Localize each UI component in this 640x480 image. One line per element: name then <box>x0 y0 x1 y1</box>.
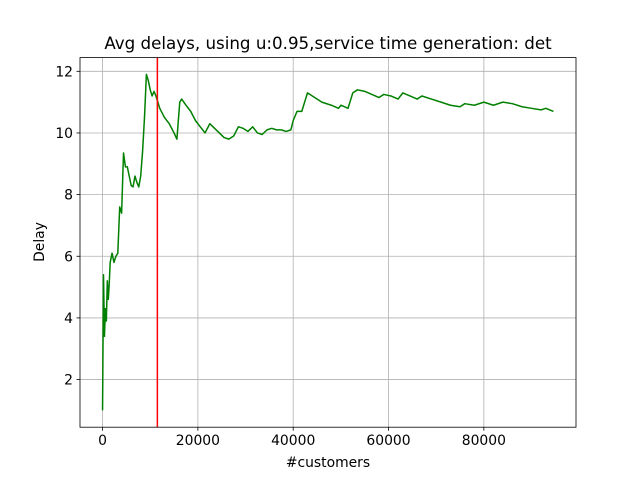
y-tick-label: 10 <box>55 126 73 142</box>
y-tick-label: 2 <box>64 373 73 389</box>
x-tick-label: 40000 <box>271 433 315 449</box>
axes-frame <box>79 57 577 428</box>
y-tick-label: 6 <box>64 249 73 265</box>
x-tick-label: 60000 <box>366 433 410 449</box>
line-series <box>101 73 554 411</box>
x-axis-label: #customers <box>286 455 370 471</box>
x-tick-label: 80000 <box>462 433 506 449</box>
y-tick-label: 4 <box>64 311 73 327</box>
y-tick-label: 8 <box>64 188 73 204</box>
x-tick-label: 0 <box>98 433 107 449</box>
x-tick-label: 20000 <box>176 433 220 449</box>
y-axis-label: Delay <box>32 222 48 262</box>
y-tick-label: 12 <box>55 64 73 80</box>
chart-title: Avg delays, using u:0.95,service time ge… <box>104 33 552 53</box>
